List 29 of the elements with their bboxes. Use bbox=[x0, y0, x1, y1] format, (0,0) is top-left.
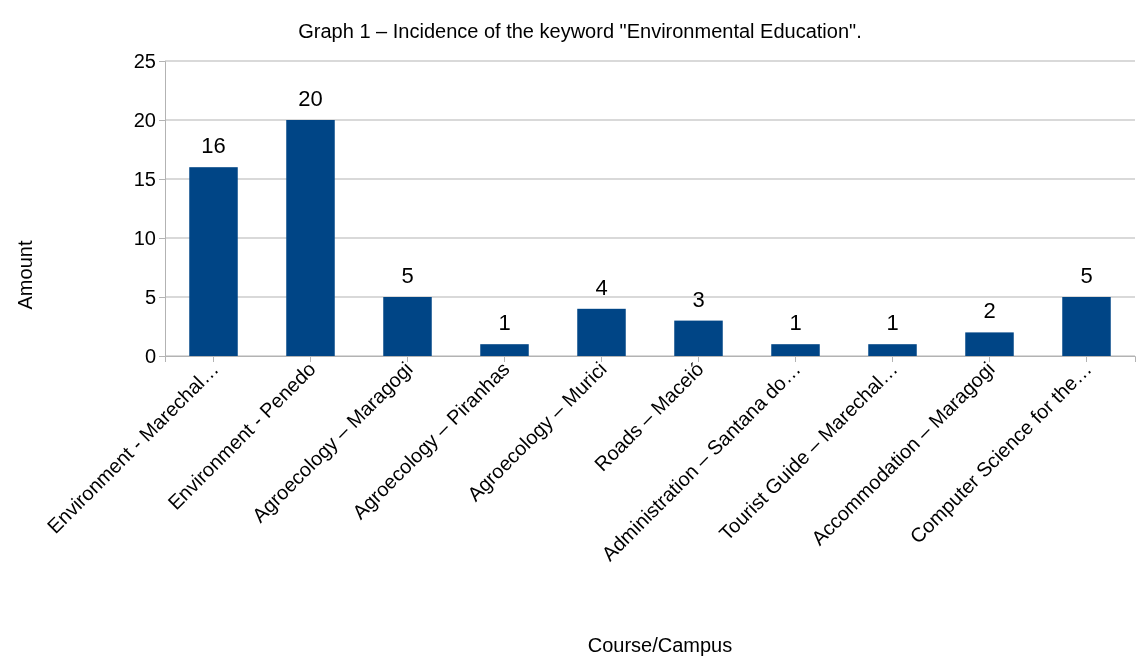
y-tick-label: 10 bbox=[133, 226, 156, 249]
bar bbox=[286, 120, 335, 356]
x-axis-title: Course/Campus bbox=[587, 634, 733, 656]
y-tick-label: 25 bbox=[133, 49, 156, 72]
bar bbox=[480, 344, 529, 356]
bar bbox=[577, 308, 626, 356]
data-label: 4 bbox=[595, 274, 608, 300]
y-tick-label: 5 bbox=[144, 285, 156, 308]
bar bbox=[189, 167, 238, 356]
bar bbox=[674, 320, 723, 356]
y-tick-label: 20 bbox=[133, 108, 156, 131]
data-label: 3 bbox=[692, 286, 705, 312]
data-label: 1 bbox=[789, 310, 802, 336]
y-tick-label: 15 bbox=[133, 167, 156, 190]
chart-title: Graph 1 – Incidence of the keyword "Environmental Education". bbox=[298, 20, 862, 42]
bar bbox=[383, 297, 432, 356]
bar bbox=[1062, 297, 1111, 356]
y-axis-title: Amount bbox=[14, 240, 36, 310]
data-label: 20 bbox=[298, 86, 323, 111]
y-tick-label: 0 bbox=[144, 344, 156, 367]
data-label: 5 bbox=[401, 263, 414, 288]
data-label: 2 bbox=[983, 298, 996, 324]
data-label: 1 bbox=[498, 310, 511, 336]
bar bbox=[771, 344, 820, 356]
bar bbox=[868, 344, 917, 356]
data-label: 5 bbox=[1080, 263, 1093, 288]
data-label: 16 bbox=[201, 133, 226, 159]
bar bbox=[965, 332, 1014, 356]
data-label: 1 bbox=[886, 310, 899, 336]
